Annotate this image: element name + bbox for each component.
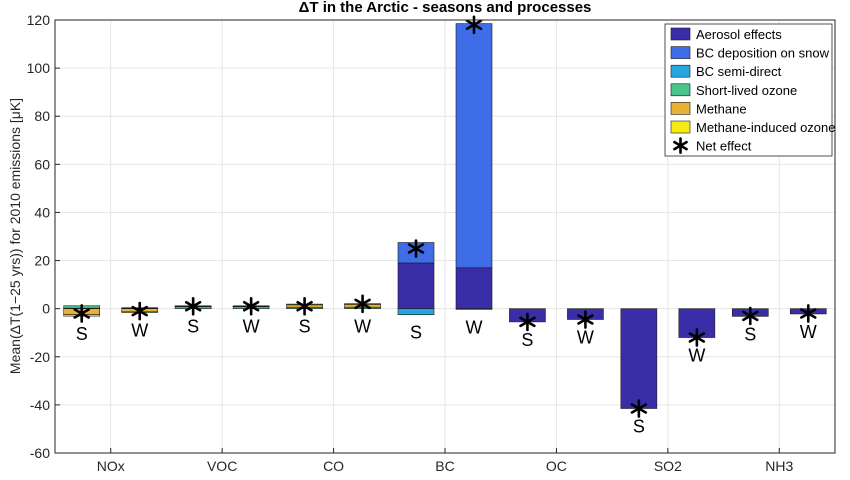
legend-swatch (670, 46, 691, 59)
legend-box (664, 23, 833, 157)
x-tick-label: NOx (97, 458, 125, 474)
net-effect-marker (577, 310, 594, 329)
legend-swatch (670, 27, 691, 41)
legend-label: Net effect (696, 139, 752, 154)
asterisk-stroke (73, 308, 90, 319)
y-axis-label: Mean(ΔT(1−25 yrs)) for 2010 emissions [μ… (7, 98, 23, 374)
season-label: S (410, 323, 422, 343)
legend-swatch (670, 83, 691, 97)
bar-segment (620, 308, 658, 409)
net-effect-marker (73, 304, 90, 323)
bar-segment (397, 262, 435, 309)
net-effect-marker (630, 399, 648, 418)
net-effect-marker (407, 239, 425, 258)
net-effect-marker (131, 301, 148, 321)
net-effect-marker (354, 294, 371, 314)
y-tick-label: 100 (27, 60, 51, 76)
bar-segment (455, 23, 493, 269)
y-tick-label: 40 (34, 204, 50, 220)
asterisk-stroke (296, 300, 313, 312)
asterisk-stroke (688, 332, 706, 343)
net-effect-marker (465, 15, 483, 35)
y-tick-label: 20 (34, 253, 50, 269)
bar-segment (397, 308, 435, 315)
season-label: W (354, 317, 371, 337)
asterisk-stroke (184, 300, 202, 312)
chart-title: ΔT in the Arctic - seasons and processes (299, 0, 592, 16)
asterisk-stroke (465, 19, 483, 31)
net-effect-marker (296, 296, 313, 316)
asterisk-stroke (519, 316, 536, 328)
net-effect-marker (742, 306, 759, 326)
asterisk-stroke (742, 310, 759, 322)
legend-net-marker (673, 137, 688, 154)
net-effect-marker (184, 296, 202, 316)
season-label: S (744, 324, 756, 344)
season-label: S (299, 317, 311, 337)
net-effect-marker (242, 296, 260, 316)
legend: Aerosol effects BC deposition on snow BC s… (664, 23, 836, 157)
y-tick-label: -60 (30, 445, 50, 461)
asterisk-stroke (673, 140, 688, 151)
asterisk-stroke (242, 300, 260, 312)
legend-swatch (670, 64, 691, 78)
asterisk-stroke (131, 305, 148, 317)
legend-swatch (670, 120, 691, 134)
season-label: S (521, 330, 533, 350)
legend-label: BC semi-direct (696, 64, 782, 79)
x-tick-label: BC (435, 458, 454, 474)
legend-label: Short-lived ozone (696, 83, 797, 98)
asterisk-stroke (354, 298, 371, 310)
season-label: W (800, 322, 817, 342)
season-label: S (187, 317, 199, 337)
legend-label: BC deposition on snow (696, 46, 830, 61)
y-tick-label: -40 (30, 397, 50, 413)
asterisk-stroke (800, 308, 817, 319)
season-label: W (577, 327, 594, 347)
season-label: W (243, 317, 260, 337)
asterisk-stroke (577, 314, 594, 325)
legend-label: Aerosol effects (696, 27, 782, 42)
x-tick-label: SO2 (654, 458, 682, 474)
net-effect-marker (800, 304, 817, 323)
season-label: S (76, 324, 88, 344)
net-effect-marker (519, 312, 536, 332)
x-tick-label: NH3 (765, 458, 793, 474)
asterisk-stroke (630, 403, 648, 414)
markers-layer: S W S W S W S W S W S W S W (73, 15, 817, 436)
season-label: W (688, 346, 705, 366)
y-tick-label: -20 (30, 349, 50, 365)
ticks-layer: -60 -40 -20 0 20 40 60 80 100 120 NOx VOC CO BC OC SO2 N… (27, 12, 794, 474)
legend-label: Methane-induced ozone (696, 120, 836, 135)
y-tick-label: 120 (27, 12, 51, 28)
y-tick-label: 60 (34, 156, 50, 172)
net-effect-marker (688, 328, 706, 347)
season-label: S (633, 416, 645, 436)
y-tick-label: 80 (34, 108, 50, 124)
season-label: W (131, 321, 148, 341)
bar-segment (455, 267, 493, 309)
legend-swatch (670, 102, 691, 115)
x-tick-label: CO (323, 458, 344, 474)
season-label: W (466, 317, 483, 337)
y-tick-label: 0 (42, 301, 50, 317)
x-tick-label: OC (546, 458, 567, 474)
asterisk-stroke (407, 243, 425, 254)
bar-segment (455, 308, 493, 310)
x-tick-label: VOC (207, 458, 237, 474)
legend-label: Methane (696, 101, 747, 116)
